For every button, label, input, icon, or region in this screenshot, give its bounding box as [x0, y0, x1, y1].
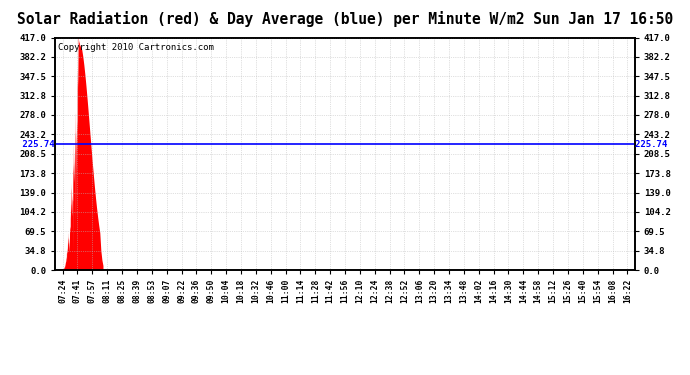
- Text: Copyright 2010 Cartronics.com: Copyright 2010 Cartronics.com: [58, 44, 214, 52]
- Text: 225.74: 225.74: [635, 140, 673, 148]
- Text: Solar Radiation (red) & Day Average (blue) per Minute W/m2 Sun Jan 17 16:50: Solar Radiation (red) & Day Average (blu…: [17, 11, 673, 27]
- Text: 225.74: 225.74: [17, 140, 55, 148]
